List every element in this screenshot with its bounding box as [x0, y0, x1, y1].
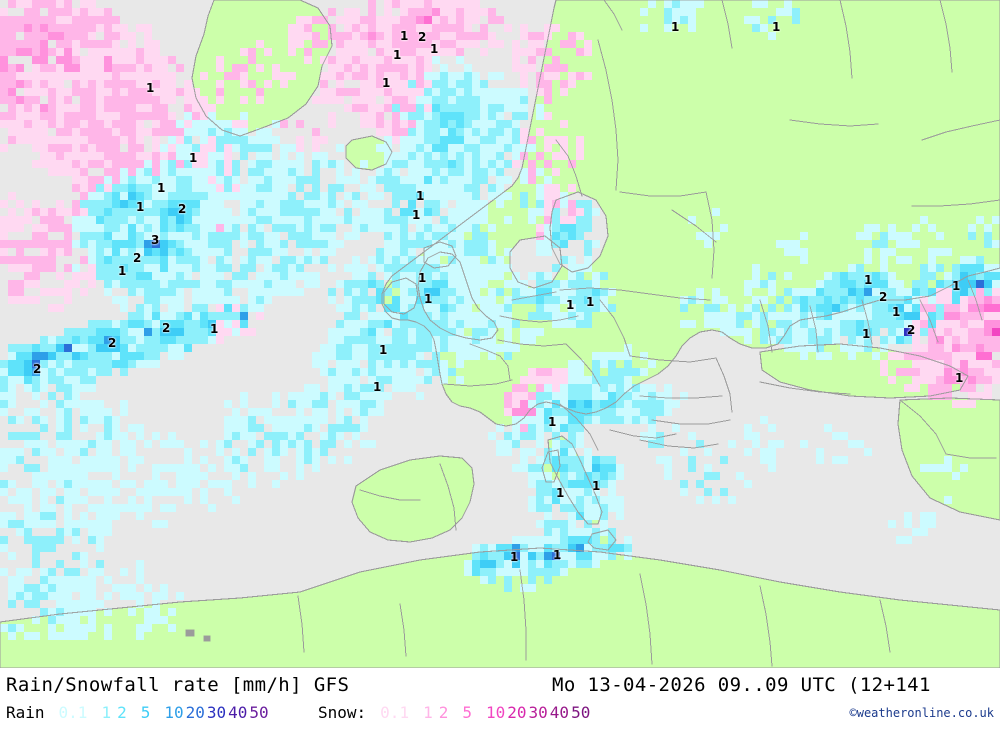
snow-legend-value-1: 1: [423, 703, 433, 722]
map-footer: Rain/Snowfall rate [mm/h] GFS Mo 13-04-2…: [0, 668, 1000, 733]
country-borders-overlay: [297, 0, 1000, 667]
snow-legend-value-0.1: 0.1: [380, 703, 410, 722]
rain-legend-value-5: 5: [140, 703, 151, 722]
rain-legend-label: Rain: [6, 703, 45, 722]
map-canvas: [0, 0, 1000, 668]
legend-row: Rain 0.1 1 2 5 10 20 30 40 50 Snow: 0.1 1 2 5 10 20 30 40…: [0, 701, 1000, 727]
coastline-overlay: [0, 0, 1000, 668]
rain-legend-value-10: 10: [164, 703, 184, 722]
rain-legend-value-1: 1: [101, 703, 112, 722]
snow-legend-value-50: 50: [571, 703, 591, 722]
rain-legend-value-2: 2: [117, 703, 127, 722]
timestamp: Mo 13-04-2026 09..09 UTC (12+141: [552, 674, 931, 696]
rain-legend: Rain 0.1 1 2 5 10 20 30 40 50: [6, 703, 269, 722]
copyright-notice: ©weatheronline.co.uk: [849, 706, 995, 720]
snow-legend-label: Snow:: [318, 703, 367, 722]
snow-legend-value-10: 10: [486, 703, 506, 722]
rain-legend-value-0.1: 0.1: [58, 703, 88, 722]
page-title: Rain/Snowfall rate [mm/h] GFS: [6, 674, 350, 696]
snow-legend-value-20: 20: [507, 703, 527, 722]
rain-legend-value-50: 50: [249, 703, 269, 722]
title-row: Rain/Snowfall rate [mm/h] GFS Mo 13-04-2…: [0, 671, 1000, 699]
snow-legend-value-2: 2: [438, 703, 449, 722]
snow-legend-value-5: 5: [462, 703, 472, 722]
snow-legend-value-40: 40: [549, 703, 570, 722]
rain-legend-value-30: 30: [206, 703, 227, 722]
snow-legend: Snow: 0.1 1 2 5 10 20 30 40 50: [318, 703, 590, 722]
rain-legend-value-20: 20: [185, 703, 205, 722]
snow-legend-value-30: 30: [528, 703, 548, 722]
rain-legend-value-40: 40: [228, 703, 248, 722]
precipitation-layer: [0, 0, 1000, 640]
